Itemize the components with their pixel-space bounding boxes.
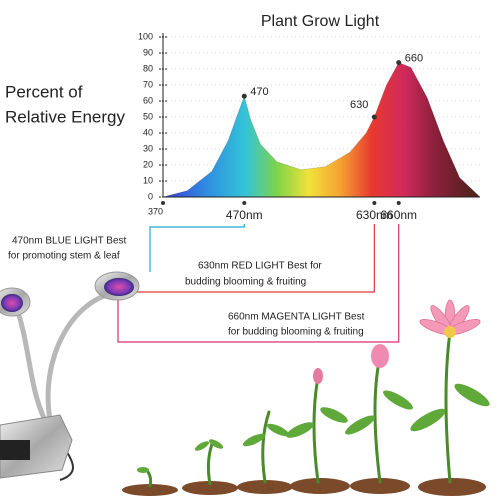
x-tick-label: 370 — [148, 206, 163, 216]
callout-line — [149, 224, 245, 272]
x-tick-label: 470nm — [226, 208, 263, 222]
x-tick — [161, 201, 165, 205]
callout-text: for budding blooming & fruiting — [228, 327, 364, 338]
callout-text: 470nm BLUE LIGHT Best — [12, 236, 127, 247]
lamp — [0, 271, 140, 481]
x-tick-label: 660nm — [380, 208, 417, 222]
callout-text: 660nm MAGENTA LIGHT Best — [228, 312, 365, 323]
y-axis-label: Relative Energy — [5, 107, 126, 126]
y-tick-label: 10 — [143, 175, 153, 185]
y-tick-label: 50 — [143, 111, 153, 121]
y-tick-label: 100 — [138, 31, 153, 41]
x-tick — [396, 201, 401, 205]
x-tick — [372, 201, 377, 205]
y-tick-label: 80 — [143, 63, 153, 73]
chart-title: Plant Grow Light — [261, 13, 380, 30]
callout-line — [117, 224, 400, 343]
annotation-label: 660 — [405, 53, 423, 65]
callouts: 470nm BLUE LIGHT Best for promoting stem … — [8, 224, 400, 343]
y-tick-label: 60 — [143, 95, 153, 105]
spectrum-fill — [163, 62, 480, 197]
y-tick-label: 70 — [143, 79, 153, 89]
annotation-label: 470 — [250, 86, 268, 98]
y-tick-label: 0 — [148, 191, 153, 201]
callout-text: for promoting stem & leaf — [8, 251, 120, 262]
x-tick-label: 630nm — [356, 208, 393, 222]
callout-text: 630nm RED LIGHT Best for — [198, 261, 322, 272]
chart: 0 10 20 30 40 50 60 70 80 90 100 370 470nm 630nm660nm… — [138, 31, 481, 222]
y-tick-label: 30 — [143, 143, 153, 153]
annotation-point — [241, 93, 247, 99]
y-tick-label: 90 — [143, 47, 153, 57]
annotation-point — [396, 60, 402, 66]
x-tick — [242, 201, 247, 205]
y-tick-label: 20 — [143, 159, 153, 169]
spectrum-curve — [162, 62, 481, 198]
callout-text: budding blooming & fruiting — [185, 277, 306, 288]
callout-line — [135, 224, 375, 293]
y-axis-label: Percent of — [5, 82, 83, 101]
y-tick-label: 40 — [143, 127, 153, 137]
annotation-label: 630 — [350, 99, 368, 111]
plants — [122, 299, 490, 496]
annotation-point — [371, 114, 377, 120]
